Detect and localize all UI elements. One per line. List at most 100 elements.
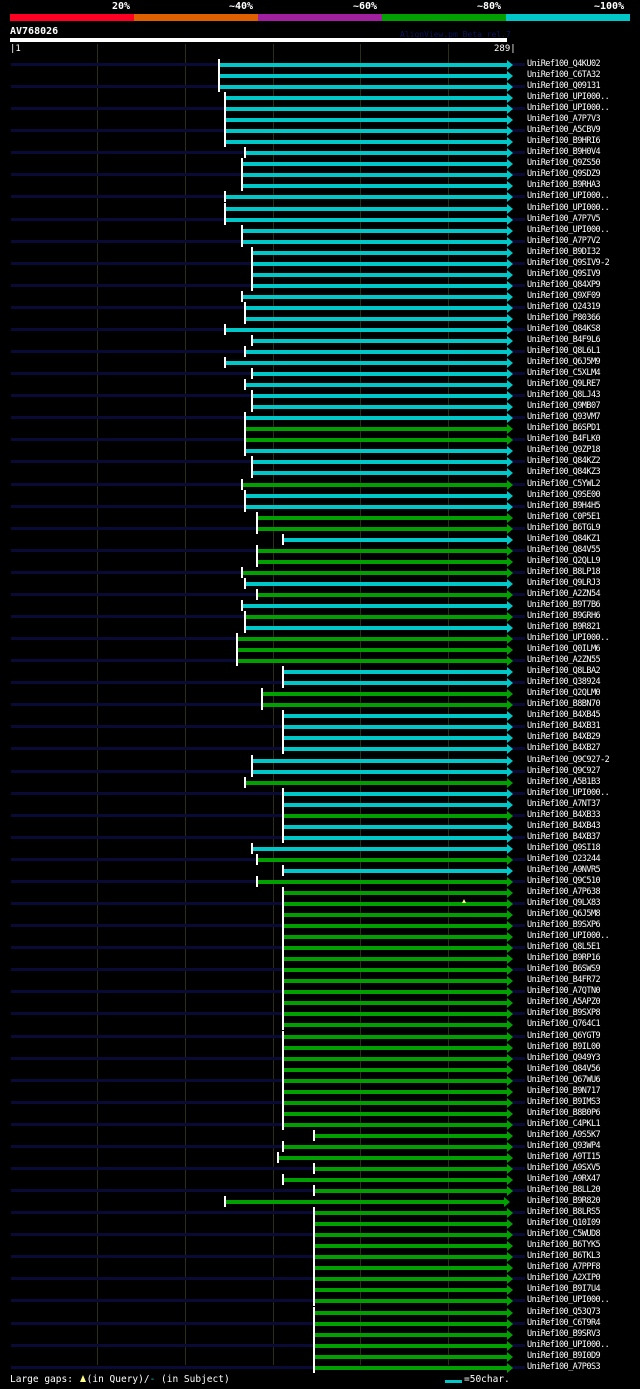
hit-row[interactable]: UniRef100_Q10I09 bbox=[0, 1218, 640, 1230]
hit-row[interactable]: UniRef100_B4XB45 bbox=[0, 710, 640, 722]
hit-row[interactable]: UniRef100_UPI000.. bbox=[0, 92, 640, 104]
hit-row[interactable]: UniRef100_Q9SDZ9 bbox=[0, 169, 640, 181]
hit-name-link[interactable]: UniRef100_B9SRV3 bbox=[527, 1328, 601, 1339]
hit-row[interactable]: UniRef100_A7P638 bbox=[0, 887, 640, 898]
hit-name-link[interactable]: UniRef100_B4XB31 bbox=[527, 721, 601, 732]
hit-row[interactable]: UniRef100_B9RP16 bbox=[0, 953, 640, 965]
hit-row[interactable]: UniRef100_Q84KS8 bbox=[0, 323, 640, 335]
hit-row[interactable]: UniRef100_A7NT37 bbox=[0, 798, 640, 810]
hit-name-link[interactable]: UniRef100_A9RX47 bbox=[527, 1174, 601, 1185]
hit-row[interactable]: UniRef100_A2ZN55 bbox=[0, 655, 640, 667]
hit-name-link[interactable]: UniRef100_B4F9L6 bbox=[527, 335, 601, 345]
hit-row[interactable]: UniRef100_C5YWL2 bbox=[0, 478, 640, 490]
hit-name-link[interactable]: UniRef100_Q84KZ3 bbox=[527, 467, 601, 478]
hit-name-link[interactable]: UniRef100_A7P0S3 bbox=[527, 1361, 601, 1372]
hit-row[interactable]: UniRef100_C4PKL1 bbox=[0, 1118, 640, 1130]
hit-row[interactable]: UniRef100_B6SPD1 bbox=[0, 423, 640, 435]
hit-row[interactable]: UniRef100_B6TKL3 bbox=[0, 1251, 640, 1263]
hit-row[interactable]: UniRef100_A2ZN54 bbox=[0, 588, 640, 600]
hit-row[interactable]: UniRef100_Q8LBA2 bbox=[0, 666, 640, 678]
hit-row[interactable]: UniRef100_Q84KZ3 bbox=[0, 467, 640, 479]
hit-row[interactable]: UniRef100_UPI000.. bbox=[0, 1339, 640, 1351]
hit-name-link[interactable]: UniRef100_B9R820 bbox=[527, 1196, 601, 1207]
hit-row[interactable]: UniRef100_Q38924 bbox=[0, 677, 640, 689]
hit-row[interactable]: UniRef100_B8LP18 bbox=[0, 566, 640, 578]
hit-row[interactable]: UniRef100_Q9XF09 bbox=[0, 290, 640, 302]
hit-row[interactable]: UniRef100_Q9SI18 bbox=[0, 842, 640, 854]
hit-row[interactable]: UniRef100_B9RHA3 bbox=[0, 180, 640, 192]
hit-row[interactable]: UniRef100_O23244 bbox=[0, 853, 640, 865]
hit-row[interactable]: UniRef100_Q6YGT9 bbox=[0, 1030, 640, 1042]
hit-name-link[interactable]: UniRef100_C5XLM4 bbox=[527, 368, 601, 379]
hit-row[interactable]: UniRef100_Q84KZ2 bbox=[0, 456, 640, 468]
hit-name-link[interactable]: UniRef100_Q9C510 bbox=[527, 875, 601, 886]
hit-name-link[interactable]: UniRef100_Q949Y3 bbox=[527, 1052, 601, 1063]
hit-row[interactable]: UniRef100_Q9C927-2 bbox=[0, 754, 640, 766]
hit-row[interactable]: UniRef100_B6TYK5 bbox=[0, 1240, 640, 1252]
hit-row[interactable]: UniRef100_Q9ZP18 bbox=[0, 445, 640, 457]
hit-row[interactable]: UniRef100_Q6J5M8 bbox=[0, 909, 640, 921]
hit-row[interactable]: UniRef100_B4FR72 bbox=[0, 975, 640, 987]
hit-name-link[interactable]: UniRef100_UPI000.. bbox=[527, 1295, 610, 1306]
hit-row[interactable]: UniRef100_B4XB29 bbox=[0, 732, 640, 744]
hit-row[interactable]: UniRef100_Q9LX83 bbox=[0, 898, 640, 910]
hit-name-link[interactable]: UniRef100_Q9LX83 bbox=[527, 898, 601, 909]
hit-name-link[interactable]: UniRef100_Q9SIV9 bbox=[527, 268, 601, 279]
hit-name-link[interactable]: UniRef100_Q8L6L1 bbox=[527, 346, 601, 357]
hit-name-link[interactable]: UniRef100_B9DI32 bbox=[527, 246, 601, 257]
hit-name-link[interactable]: UniRef100_Q53Q73 bbox=[527, 1306, 601, 1317]
hit-row[interactable]: UniRef100_B9I0D9 bbox=[0, 1350, 640, 1362]
hit-row[interactable]: UniRef100_UPI000.. bbox=[0, 633, 640, 645]
hit-row[interactable]: UniRef100_B4F9L6 bbox=[0, 335, 640, 346]
hit-name-link[interactable]: UniRef100_C5YWL2 bbox=[527, 478, 601, 489]
hit-name-link[interactable]: UniRef100_B9R821 bbox=[527, 622, 601, 633]
hit-name-link[interactable]: UniRef100_B9IL00 bbox=[527, 1041, 601, 1052]
hit-name-link[interactable]: UniRef100_B8BN70 bbox=[527, 699, 601, 710]
hit-row[interactable]: UniRef100_B8BN70 bbox=[0, 699, 640, 711]
hit-row[interactable]: UniRef100_Q2QLL9 bbox=[0, 555, 640, 567]
hit-name-link[interactable]: UniRef100_Q8LJ43 bbox=[527, 390, 601, 401]
hit-name-link[interactable]: UniRef100_O24319 bbox=[527, 301, 601, 312]
hit-row[interactable]: UniRef100_UPI000.. bbox=[0, 103, 640, 115]
hit-name-link[interactable]: UniRef100_Q9LRE7 bbox=[527, 379, 601, 390]
hit-row[interactable]: UniRef100_Q84V56 bbox=[0, 1063, 640, 1075]
hit-row[interactable]: UniRef100_A7P0S3 bbox=[0, 1361, 640, 1373]
hit-name-link[interactable]: UniRef100_B4XB33 bbox=[527, 809, 601, 820]
hit-name-link[interactable]: UniRef100_UPI000.. bbox=[527, 224, 610, 235]
hit-name-link[interactable]: UniRef100_B6SPD1 bbox=[527, 423, 601, 434]
hit-name-link[interactable]: UniRef100_B4FR72 bbox=[527, 975, 601, 986]
hit-row[interactable]: UniRef100_A2XIP0 bbox=[0, 1273, 640, 1285]
hit-name-link[interactable]: UniRef100_C4PKL1 bbox=[527, 1118, 601, 1129]
hit-row[interactable]: UniRef100_Q53Q73 bbox=[0, 1306, 640, 1318]
hit-row[interactable]: UniRef100_B9IMS3 bbox=[0, 1096, 640, 1108]
hit-row[interactable]: UniRef100_UPI000.. bbox=[0, 224, 640, 236]
hit-name-link[interactable]: UniRef100_B8B0P6 bbox=[527, 1107, 601, 1118]
hit-row[interactable]: UniRef100_UPI000.. bbox=[0, 191, 640, 203]
hit-name-link[interactable]: UniRef100_A9NVR5 bbox=[527, 864, 601, 875]
hit-name-link[interactable]: UniRef100_C5WUD8 bbox=[527, 1229, 601, 1240]
hit-row[interactable]: UniRef100_UPI000.. bbox=[0, 787, 640, 799]
hit-row[interactable]: UniRef100_B9N717 bbox=[0, 1085, 640, 1097]
hit-name-link[interactable]: UniRef100_A5CBV9 bbox=[527, 125, 601, 136]
hit-name-link[interactable]: UniRef100_UPI000.. bbox=[527, 92, 610, 103]
hit-name-link[interactable]: UniRef100_Q09131 bbox=[527, 81, 601, 92]
hit-row[interactable]: UniRef100_A9NVR5 bbox=[0, 864, 640, 876]
hit-row[interactable]: UniRef100_A9S5K7 bbox=[0, 1129, 640, 1141]
hit-row[interactable]: UniRef100_B9HRI6 bbox=[0, 136, 640, 148]
hit-row[interactable]: UniRef100_Q9SE00 bbox=[0, 489, 640, 501]
hit-name-link[interactable]: UniRef100_A2XIP0 bbox=[527, 1273, 601, 1284]
hit-name-link[interactable]: UniRef100_B9RHA3 bbox=[527, 180, 601, 191]
hit-name-link[interactable]: UniRef100_UPI000.. bbox=[527, 787, 610, 798]
hit-name-link[interactable]: UniRef100_A7P7V3 bbox=[527, 114, 601, 125]
hit-name-link[interactable]: UniRef100_A2ZN54 bbox=[527, 588, 601, 599]
hit-name-link[interactable]: UniRef100_UPI000.. bbox=[527, 202, 610, 213]
hit-row[interactable]: UniRef100_B9SRV3 bbox=[0, 1328, 640, 1340]
hit-name-link[interactable]: UniRef100_B9I7U4 bbox=[527, 1284, 601, 1295]
hit-row[interactable]: UniRef100_UPI000.. bbox=[0, 202, 640, 214]
hit-name-link[interactable]: UniRef100_B9IMS3 bbox=[527, 1096, 601, 1107]
hit-row[interactable]: UniRef100_Q9MB07 bbox=[0, 401, 640, 413]
hit-name-link[interactable]: UniRef100_UPI000.. bbox=[527, 103, 610, 114]
hit-row[interactable]: UniRef100_Q0ILM6 bbox=[0, 644, 640, 656]
hit-name-link[interactable]: UniRef100_Q9C927 bbox=[527, 765, 601, 776]
hit-name-link[interactable]: UniRef100_Q9SI18 bbox=[527, 842, 601, 853]
